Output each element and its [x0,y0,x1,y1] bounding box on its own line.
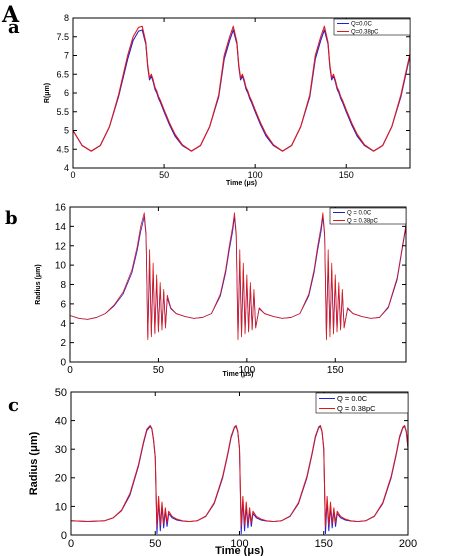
x-tick-label: 50 [153,365,165,376]
x-tick-label: 150 [339,170,354,180]
legend-box [315,392,409,414]
legend: Q=0.0C Q=0.38pC [333,18,411,36]
y-tick-label: 6 [60,299,66,310]
y-tick-label: 4 [64,163,69,173]
x-tick-label: 0 [67,365,73,376]
x-tick-label: 0 [70,170,75,180]
panel-letter-c: c [8,395,19,416]
y-tick-label: 10 [55,261,67,272]
series-line-q0 [71,425,408,535]
y-tick-label: 10 [55,501,67,513]
chart-panel-c: c 0 50 100 150 200 0 10 20 30 40 50 Time (μs) Radius … [8,387,417,556]
y-tick-label: 4 [60,319,66,330]
y-tick-label: 0 [60,358,66,369]
y-tick-label: 6.5 [56,69,69,79]
x-tick-label: 100 [248,170,263,180]
legend-label-q0: Q = 0.0C [337,394,368,403]
series-group [71,424,408,535]
y-tick-label: 5 [64,126,69,136]
legend-box [329,207,407,225]
x-tick-label: 200 [399,538,417,550]
legend-label-q038: Q = 0.38pC [337,404,376,413]
y-axis-label: Radius (μm) [28,431,40,495]
y-tick-label: 8 [60,280,66,291]
y-tick-label: 40 [55,415,67,427]
y-tick-label: 12 [55,241,67,252]
y-tick-label: 50 [55,387,67,399]
x-tick-label: 100 [238,365,255,376]
legend-label-q038: Q = 0.38pC [347,219,379,225]
legend-label-q0: Q = 0.0C [347,211,372,217]
y-tick-label: 16 [55,203,67,214]
legend-label-q038: Q=0.38pC [351,30,379,36]
legend: Q = 0.0CQ = 0.38pC [315,392,409,414]
x-tick-label: 50 [149,538,161,550]
y-tick-label: 2 [60,338,66,349]
legend-box [333,18,411,36]
y-tick-label: 7.5 [56,32,69,42]
legend-label-q0: Q=0.0C [351,22,373,28]
figure-label: A [1,2,20,28]
x-tick-label: 0 [68,538,74,550]
x-tick-label: 150 [327,365,344,376]
series-line-q038 [73,25,410,152]
series-line-q038 [70,212,406,341]
panel-letter-b: b [5,208,18,229]
y-tick-label: 6 [64,88,69,98]
chart-panel-b: b 0 50 100 150 0 2 4 6 8 10 12 14 16 Time (μs) Radius (… [5,203,407,378]
x-axis-label: Time (μs) [226,180,257,187]
y-tick-label: 14 [55,222,67,233]
x-tick-label: 50 [159,170,169,180]
x-axis-label: Time (μs) [223,371,254,378]
chart-panel-a: a 0 50 100 150 4 4.5 5 5.5 6 6.5 7 7.5 8 Time (μs) R(μm… [8,13,411,187]
y-tick-label: 7 [64,51,69,61]
x-tick-label: 100 [230,538,248,550]
y-tick-label: 5.5 [56,107,69,117]
series-group [70,212,406,341]
x-tick-label: 150 [315,538,333,550]
y-axis-label: Radius (μm) [35,264,42,304]
x-axis-label: Time (μs) [215,545,264,556]
legend: Q = 0.0C Q = 0.38pC [329,207,407,225]
y-tick-label: 20 [55,473,67,485]
y-axis-label: R(μm) [44,83,51,103]
y-tick-label: 8 [64,13,69,23]
y-tick-label: 4.5 [56,144,69,154]
y-tick-label: 0 [61,530,67,542]
y-tick-label: 30 [55,444,67,456]
panel-letter-a: a [8,17,20,38]
series-group [73,25,410,152]
series-line-q038 [71,424,408,527]
